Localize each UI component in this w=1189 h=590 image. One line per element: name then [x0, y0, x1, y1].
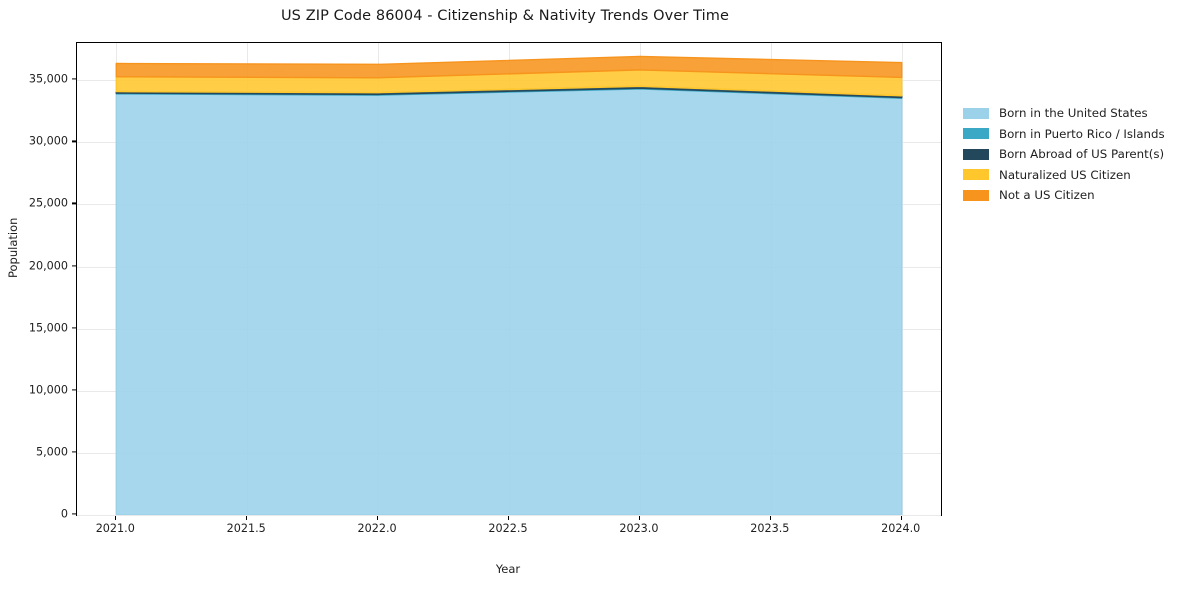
y-axis-tick-label: 20,000	[28, 259, 68, 273]
x-axis-tick-mark	[377, 516, 379, 520]
plot-area	[76, 42, 942, 516]
area-band	[115, 55, 903, 79]
y-axis-tick-mark	[72, 140, 76, 142]
y-axis-tick-mark	[72, 78, 76, 80]
x-axis-tick-label: 2023.0	[619, 522, 659, 535]
y-axis-tick-label: 10,000	[28, 383, 68, 397]
legend-item[interactable]: Naturalized US Citizen	[963, 165, 1183, 186]
legend-item[interactable]: Born in Puerto Rico / Islands	[963, 124, 1183, 145]
legend-color-swatch	[963, 128, 989, 140]
gridline-horizontal	[77, 515, 941, 516]
legend-item-label: Born in Puerto Rico / Islands	[999, 126, 1165, 141]
y-axis-tick-mark	[72, 389, 76, 391]
x-axis-tick-label: 2022.0	[357, 522, 397, 535]
y-axis-tick-label: 0	[60, 507, 68, 521]
y-axis-tick-mark	[72, 451, 76, 453]
legend-color-swatch	[963, 169, 989, 181]
y-axis-tick-label: 5,000	[35, 445, 68, 459]
y-axis-tick-label: 30,000	[28, 134, 68, 148]
x-axis-label: Year	[495, 562, 521, 576]
x-axis-tick-label: 2024.0	[881, 522, 921, 535]
legend-item[interactable]: Born Abroad of US Parent(s)	[963, 144, 1183, 165]
y-axis-tick-label: 15,000	[28, 321, 68, 335]
chart-title: US ZIP Code 86004 - Citizenship & Nativi…	[280, 8, 730, 24]
x-axis-tick-mark	[900, 516, 902, 520]
legend-color-swatch	[963, 148, 989, 160]
x-axis-tick-label: 2023.5	[750, 522, 790, 535]
x-axis-tick-mark	[769, 516, 771, 520]
x-axis-tick-mark	[638, 516, 641, 520]
y-axis-tick-mark	[72, 327, 76, 329]
area-band	[115, 88, 903, 515]
legend-item-label: Born in the United States	[999, 106, 1148, 121]
legend-color-swatch	[963, 107, 989, 119]
stacked-area-plot	[115, 55, 903, 515]
y-axis-label: Population	[6, 217, 20, 278]
legend-color-swatch	[963, 189, 989, 201]
legend-item[interactable]: Not a US Citizen	[963, 185, 1183, 206]
chart-legend: Born in the United States Born in Puerto …	[963, 103, 1183, 206]
x-axis-tick-mark	[115, 516, 117, 520]
y-axis-tick-mark	[72, 202, 76, 205]
y-axis-tick-mark	[72, 264, 76, 267]
legend-item-label: Born Abroad of US Parent(s)	[999, 147, 1165, 162]
y-axis-tick-label: 35,000	[28, 72, 68, 86]
legend-item[interactable]: Born in the United States	[963, 103, 1183, 124]
x-axis-tick-mark	[246, 516, 248, 520]
y-axis-tick-mark	[72, 513, 76, 515]
y-axis-tick-label: 25,000	[28, 196, 68, 210]
x-axis-tick-mark	[508, 516, 510, 520]
x-axis-tick-label: 2022.5	[488, 522, 528, 535]
x-axis-tick-label: 2021.0	[95, 522, 135, 535]
legend-item-label: Naturalized US Citizen	[999, 167, 1131, 182]
x-axis-tick-label: 2021.5	[226, 522, 266, 535]
legend-item-label: Not a US Citizen	[999, 188, 1095, 203]
